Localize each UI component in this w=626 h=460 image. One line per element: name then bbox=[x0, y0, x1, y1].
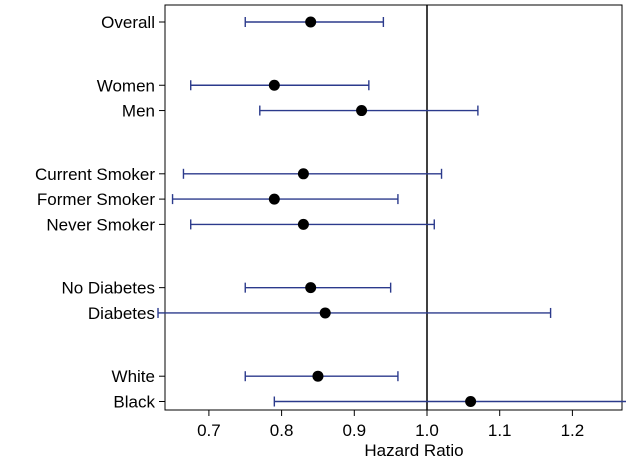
x-tick-label: 0.7 bbox=[197, 421, 221, 440]
x-tick-label: 1.2 bbox=[561, 421, 585, 440]
hazard-ratio-point bbox=[268, 193, 280, 205]
x-ticks-group: 0.70.80.91.01.11.21.3 bbox=[197, 410, 585, 440]
row-2: Men bbox=[122, 102, 479, 121]
hazard-ratio-point bbox=[465, 396, 477, 407]
row-label: Never Smoker bbox=[46, 215, 155, 234]
x-tick-label: 0.9 bbox=[342, 421, 366, 440]
row-5: Never Smoker bbox=[46, 215, 435, 234]
row-6: No Diabetes bbox=[61, 279, 392, 298]
hazard-ratio-point bbox=[319, 307, 331, 319]
rows-group: Overall Women Men Current Smoker Former Smok… bbox=[35, 13, 626, 412]
hazard-ratio-point bbox=[297, 218, 309, 230]
row-9: Black bbox=[113, 393, 626, 412]
hazard-ratio-point bbox=[356, 105, 368, 117]
x-tick-label: 0.8 bbox=[270, 421, 294, 440]
hazard-ratio-point bbox=[305, 282, 317, 294]
row-label: Former Smoker bbox=[37, 190, 155, 209]
plot-frame bbox=[164, 4, 623, 411]
row-label: Diabetes bbox=[88, 304, 155, 323]
row-label: Overall bbox=[101, 13, 155, 32]
row-label: Women bbox=[97, 76, 155, 95]
row-label: Men bbox=[122, 102, 155, 121]
x-axis-title: Hazard Ratio bbox=[364, 441, 463, 460]
row-3: Current Smoker bbox=[35, 165, 443, 184]
hazard-ratio-point bbox=[305, 16, 317, 28]
row-label: Black bbox=[113, 393, 155, 412]
x-tick-label: 1.0 bbox=[415, 421, 439, 440]
row-8: White bbox=[112, 367, 399, 386]
row-4: Former Smoker bbox=[37, 190, 399, 209]
hazard-ratio-point bbox=[297, 168, 309, 180]
row-label: Current Smoker bbox=[35, 165, 155, 184]
hazard-ratio-point bbox=[312, 370, 324, 382]
row-1: Women bbox=[97, 76, 370, 95]
row-0: Overall bbox=[101, 13, 385, 32]
row-label: White bbox=[112, 367, 155, 386]
row-label: No Diabetes bbox=[61, 279, 155, 298]
row-7: Diabetes bbox=[88, 304, 552, 323]
x-tick-label: 1.1 bbox=[488, 421, 512, 440]
hazard-ratio-point bbox=[268, 79, 280, 91]
